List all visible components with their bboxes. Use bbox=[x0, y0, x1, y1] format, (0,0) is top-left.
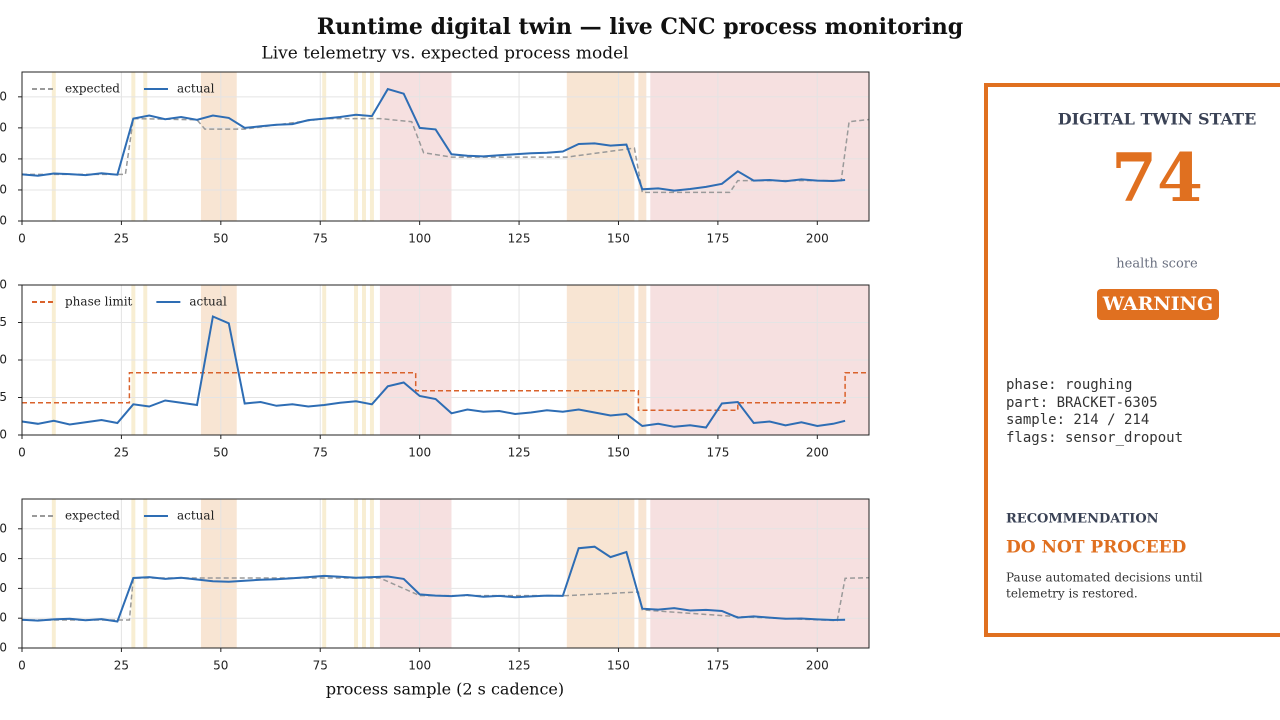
y-tick-label: 10 bbox=[0, 353, 7, 367]
panel-heading: DIGITAL TWIN STATE bbox=[1058, 110, 1257, 129]
x-tick-label: 0 bbox=[18, 659, 26, 673]
x-tick-label: 75 bbox=[313, 659, 328, 673]
x-tick-label: 200 bbox=[806, 659, 829, 673]
x-tick-label: 125 bbox=[508, 659, 531, 673]
recommendation: DO NOT PROCEED bbox=[1006, 538, 1187, 558]
detail: sample: 214 / 214 bbox=[1006, 412, 1149, 428]
y-tick-label: 30 bbox=[0, 120, 7, 134]
legend-label: phase limit bbox=[65, 295, 133, 309]
phase-band bbox=[566, 499, 635, 648]
x-tick-label: 25 bbox=[114, 659, 129, 673]
phase-band bbox=[638, 72, 647, 221]
x-tick-label: 100 bbox=[408, 232, 431, 246]
x-tick-label: 25 bbox=[114, 232, 129, 246]
x-tick-label: 25 bbox=[114, 446, 129, 460]
phase-band bbox=[131, 72, 136, 221]
y-tick-label: 20 bbox=[0, 581, 7, 595]
x-tick-label: 150 bbox=[607, 446, 630, 460]
y-tick-label: 0 bbox=[0, 214, 7, 228]
note: Pause automated decisions until bbox=[1006, 571, 1203, 585]
status-frame bbox=[984, 83, 1280, 637]
phase-band bbox=[379, 72, 452, 221]
detail: phase: roughing bbox=[1006, 377, 1132, 393]
x-tick-label: 0 bbox=[18, 446, 26, 460]
plot-frame bbox=[21, 71, 870, 222]
series-line bbox=[21, 87, 846, 192]
phase-band bbox=[650, 499, 869, 648]
phase-band bbox=[638, 499, 647, 648]
x-tick-label: 125 bbox=[508, 446, 531, 460]
x-tick-label: 0 bbox=[18, 232, 26, 246]
x-tick-label: 150 bbox=[607, 232, 630, 246]
series-line bbox=[21, 545, 846, 623]
legend-label: expected bbox=[65, 509, 120, 523]
note: telemetry is restored. bbox=[1006, 587, 1138, 601]
x-tick-label: 150 bbox=[607, 659, 630, 673]
phase-band bbox=[143, 72, 148, 221]
x-tick-label: 100 bbox=[408, 659, 431, 673]
plot-frame bbox=[21, 284, 870, 436]
phase-band bbox=[131, 499, 136, 648]
x-axis-label: process sample (2 s cadence) bbox=[326, 680, 564, 699]
series-line bbox=[22, 117, 870, 194]
y-tick-label: 20 bbox=[0, 278, 7, 292]
series-line bbox=[21, 315, 846, 429]
x-tick-label: 175 bbox=[706, 659, 729, 673]
phase-band bbox=[361, 72, 366, 221]
y-tick-label: 40 bbox=[0, 89, 7, 103]
phase-band bbox=[143, 499, 148, 648]
x-tick-label: 200 bbox=[806, 446, 829, 460]
phase-band bbox=[361, 499, 366, 648]
detail: part: BRACKET-6305 bbox=[1006, 395, 1158, 411]
legend-label: expected bbox=[65, 82, 120, 96]
status-text: WARNING bbox=[1102, 293, 1214, 315]
x-tick-label: 125 bbox=[508, 232, 531, 246]
legend-label: actual bbox=[177, 82, 215, 96]
detail: flags: sensor_dropout bbox=[1006, 430, 1183, 446]
y-tick-label: 0 bbox=[0, 428, 7, 442]
y-tick-label: 0 bbox=[0, 641, 7, 655]
y-tick-label: 10 bbox=[0, 182, 7, 196]
phase-band bbox=[379, 499, 452, 648]
score-label: health score bbox=[1116, 257, 1198, 272]
phase-band bbox=[51, 499, 56, 648]
phase-band bbox=[200, 499, 237, 648]
y-tick-label: 40 bbox=[0, 521, 7, 535]
y-tick-label: 20 bbox=[0, 151, 7, 165]
y-tick-label: 10 bbox=[0, 611, 7, 625]
phase-band bbox=[369, 499, 374, 648]
x-tick-label: 50 bbox=[213, 446, 228, 460]
phase-band bbox=[369, 72, 374, 221]
legend-label: actual bbox=[177, 509, 215, 523]
legend-label: actual bbox=[189, 295, 227, 309]
phase-band bbox=[354, 72, 359, 221]
status-badge bbox=[1097, 289, 1219, 320]
recommendation-heading: RECOMMENDATION bbox=[1006, 512, 1159, 527]
page-title: Runtime digital twin — live CNC process … bbox=[317, 14, 963, 40]
phase-band bbox=[354, 499, 359, 648]
x-tick-label: 175 bbox=[706, 232, 729, 246]
health-score: 74 bbox=[1111, 139, 1203, 217]
x-tick-label: 100 bbox=[408, 446, 431, 460]
x-tick-label: 50 bbox=[213, 232, 228, 246]
y-tick-label: 30 bbox=[0, 551, 7, 565]
series-line bbox=[22, 372, 869, 412]
plot-frame bbox=[21, 498, 870, 649]
phase-band bbox=[322, 499, 327, 648]
x-tick-label: 175 bbox=[706, 446, 729, 460]
subtitle: Live telemetry vs. expected process mode… bbox=[261, 44, 628, 64]
x-tick-label: 75 bbox=[313, 232, 328, 246]
x-tick-label: 75 bbox=[313, 446, 328, 460]
x-tick-label: 50 bbox=[213, 659, 228, 673]
phase-band bbox=[51, 72, 56, 221]
y-tick-label: 15 bbox=[0, 315, 7, 329]
x-tick-label: 200 bbox=[806, 232, 829, 246]
phase-band bbox=[650, 72, 869, 221]
y-tick-label: 5 bbox=[0, 390, 7, 404]
phase-band bbox=[566, 72, 635, 221]
phase-band bbox=[322, 72, 327, 221]
